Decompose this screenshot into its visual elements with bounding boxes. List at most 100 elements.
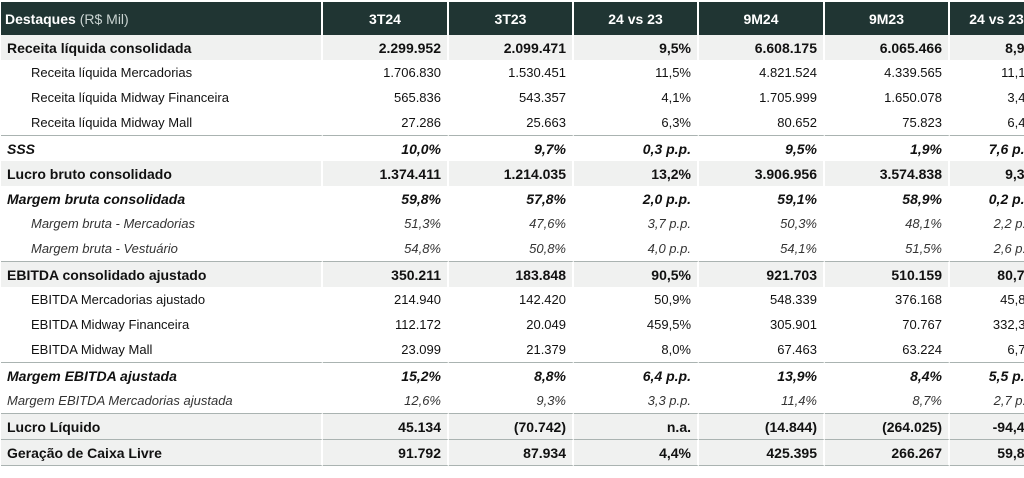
table-cell: 13,9% bbox=[699, 362, 825, 388]
table-cell: 1.705.999 bbox=[699, 85, 825, 110]
row-label: Lucro bruto consolidado bbox=[1, 161, 323, 186]
row-label: Margem EBITDA Mercadorias ajustada bbox=[1, 388, 323, 413]
table-row: EBITDA Midway Mall 23.099 21.379 8,0% 67… bbox=[1, 337, 1024, 362]
highlights-table: Destaques (R$ Mil) 3T24 3T23 24 vs 23 9M… bbox=[1, 2, 1024, 466]
row-label: Receita líquida Mercadorias bbox=[1, 60, 323, 85]
column-header-24vs23-ytd: 24 vs 23 bbox=[950, 2, 1024, 35]
table-cell: 51,3% bbox=[323, 211, 449, 236]
table-cell: 8,9% bbox=[950, 35, 1024, 60]
table-row: Receita líquida consolidada 2.299.952 2.… bbox=[1, 35, 1024, 60]
table-row: Receita líquida Midway Financeira 565.83… bbox=[1, 85, 1024, 110]
table-cell: 50,9% bbox=[574, 287, 699, 312]
table-cell: 63.224 bbox=[825, 337, 950, 362]
table-row: Margem EBITDA Mercadorias ajustada 12,6%… bbox=[1, 388, 1024, 413]
table-row: Margem bruta - Mercadorias 51,3% 47,6% 3… bbox=[1, 211, 1024, 236]
table-cell: 9,3% bbox=[950, 161, 1024, 186]
table-cell: 4.339.565 bbox=[825, 60, 950, 85]
column-header-9m24: 9M24 bbox=[699, 2, 825, 35]
row-label: EBITDA Mercadorias ajustado bbox=[1, 287, 323, 312]
table-cell: 25.663 bbox=[449, 110, 574, 135]
table-cell: 6,7% bbox=[1007, 342, 1024, 357]
table-cell: 0,3 p.p. bbox=[574, 135, 699, 161]
table-cell: 3,7 p.p. bbox=[574, 211, 699, 236]
table-cell: 70.767 bbox=[825, 312, 950, 337]
table-cell: 921.703 bbox=[699, 261, 825, 287]
table-row: Receita líquida Mercadorias 1.706.830 1.… bbox=[1, 60, 1024, 85]
table-cell: 59,8% bbox=[323, 186, 449, 211]
table-cell: 214.940 bbox=[323, 287, 449, 312]
table-cell: 90,5% bbox=[574, 261, 699, 287]
table-cell: 112.172 bbox=[323, 312, 449, 337]
table-cell: 142.420 bbox=[449, 287, 574, 312]
table-cell: 27.286 bbox=[323, 110, 449, 135]
table-row: EBITDA consolidado ajustado 350.211 183.… bbox=[1, 261, 1024, 287]
table-cell: 45,8% bbox=[1000, 292, 1024, 307]
table-cell: 6,3% bbox=[574, 110, 699, 135]
table-cell: -94,4% bbox=[950, 413, 1024, 439]
table-cell: 4,1% bbox=[574, 85, 699, 110]
table-cell: 6.608.175 bbox=[699, 35, 825, 60]
table-row: Margem EBITDA ajustada 15,2% 8,8% 6,4 p.… bbox=[1, 362, 1024, 388]
table-cell: 4,4% bbox=[574, 439, 699, 466]
table-cell: 50,8% bbox=[449, 236, 574, 261]
row-label: Margem bruta - Vestuário bbox=[1, 236, 323, 261]
table-row: Lucro bruto consolidado 1.374.411 1.214.… bbox=[1, 161, 1024, 186]
table-row: SSS 10,0% 9,7% 0,3 p.p. 9,5% 1,9% 7,6 p.… bbox=[1, 135, 1024, 161]
table-cell: 5,5 p.p. bbox=[950, 362, 1024, 388]
table-cell: 47,6% bbox=[449, 211, 574, 236]
table-cell: 7,6 p.p. bbox=[950, 135, 1024, 161]
table-cell: 57,8% bbox=[449, 186, 574, 211]
table-cell: 54,8% bbox=[323, 236, 449, 261]
row-label: EBITDA Midway Mall bbox=[1, 337, 323, 362]
table-cell: 8,8% bbox=[449, 362, 574, 388]
row-label: Margem bruta consolidada bbox=[1, 186, 323, 211]
table-cell: 510.159 bbox=[825, 261, 950, 287]
table-cell: 21.379 bbox=[449, 337, 574, 362]
table-cell: 11,1% bbox=[1001, 65, 1024, 80]
table-cell: 2,0 p.p. bbox=[574, 186, 699, 211]
table-cell: 305.901 bbox=[699, 312, 825, 337]
table-cell: 8,0% bbox=[574, 337, 699, 362]
table-cell: (14.844) bbox=[699, 413, 825, 439]
table-cell: 87.934 bbox=[449, 439, 574, 466]
table-cell: 80,7% bbox=[950, 261, 1024, 287]
table-cell: 9,3% bbox=[449, 388, 574, 413]
table-cell: 3,4% bbox=[1007, 90, 1024, 105]
table-cell: 48,1% bbox=[825, 211, 950, 236]
table-cell: 8,7% bbox=[825, 388, 950, 413]
table-cell: 1.374.411 bbox=[323, 161, 449, 186]
table-cell: 2,6 p.p. bbox=[993, 241, 1024, 256]
table-cell: 1,9% bbox=[825, 135, 950, 161]
table-cell: 3.906.956 bbox=[699, 161, 825, 186]
table-cell: (70.742) bbox=[449, 413, 574, 439]
table-cell: 9,5% bbox=[699, 135, 825, 161]
table-cell: 1.530.451 bbox=[449, 60, 574, 85]
table-cell: 2,2 p.p. bbox=[993, 216, 1024, 231]
table-cell: 350.211 bbox=[323, 261, 449, 287]
table-cell: 10,0% bbox=[323, 135, 449, 161]
table-cell: 58,9% bbox=[825, 186, 950, 211]
table-cell: 376.168 bbox=[825, 287, 950, 312]
table-cell: 8,4% bbox=[825, 362, 950, 388]
table-cell: 2,7 p.p. bbox=[993, 393, 1024, 408]
table-cell: 45.134 bbox=[323, 413, 449, 439]
table-cell: 11,5% bbox=[574, 60, 699, 85]
table-cell: 11,4% bbox=[699, 388, 825, 413]
table-cell: 425.395 bbox=[699, 439, 825, 466]
header-title: Destaques (R$ Mil) bbox=[1, 2, 323, 35]
table-cell: 459,5% bbox=[574, 312, 699, 337]
row-label: Receita líquida Midway Financeira bbox=[1, 85, 323, 110]
column-header-3t24: 3T24 bbox=[323, 2, 449, 35]
table-cell: 6.065.466 bbox=[825, 35, 950, 60]
table-cell: 75.823 bbox=[825, 110, 950, 135]
table-row: EBITDA Mercadorias ajustado 214.940 142.… bbox=[1, 287, 1024, 312]
table-header-row: Destaques (R$ Mil) 3T24 3T23 24 vs 23 9M… bbox=[1, 2, 1024, 35]
row-label: Margem bruta - Mercadorias bbox=[1, 211, 323, 236]
row-label: Lucro Líquido bbox=[1, 413, 323, 439]
row-label: EBITDA consolidado ajustado bbox=[1, 261, 323, 287]
table-cell: 1.706.830 bbox=[323, 60, 449, 85]
table-row: Geração de Caixa Livre 91.792 87.934 4,4… bbox=[1, 439, 1024, 466]
table-cell: 20.049 bbox=[449, 312, 574, 337]
table-cell: 67.463 bbox=[699, 337, 825, 362]
table-cell: 9,7% bbox=[449, 135, 574, 161]
